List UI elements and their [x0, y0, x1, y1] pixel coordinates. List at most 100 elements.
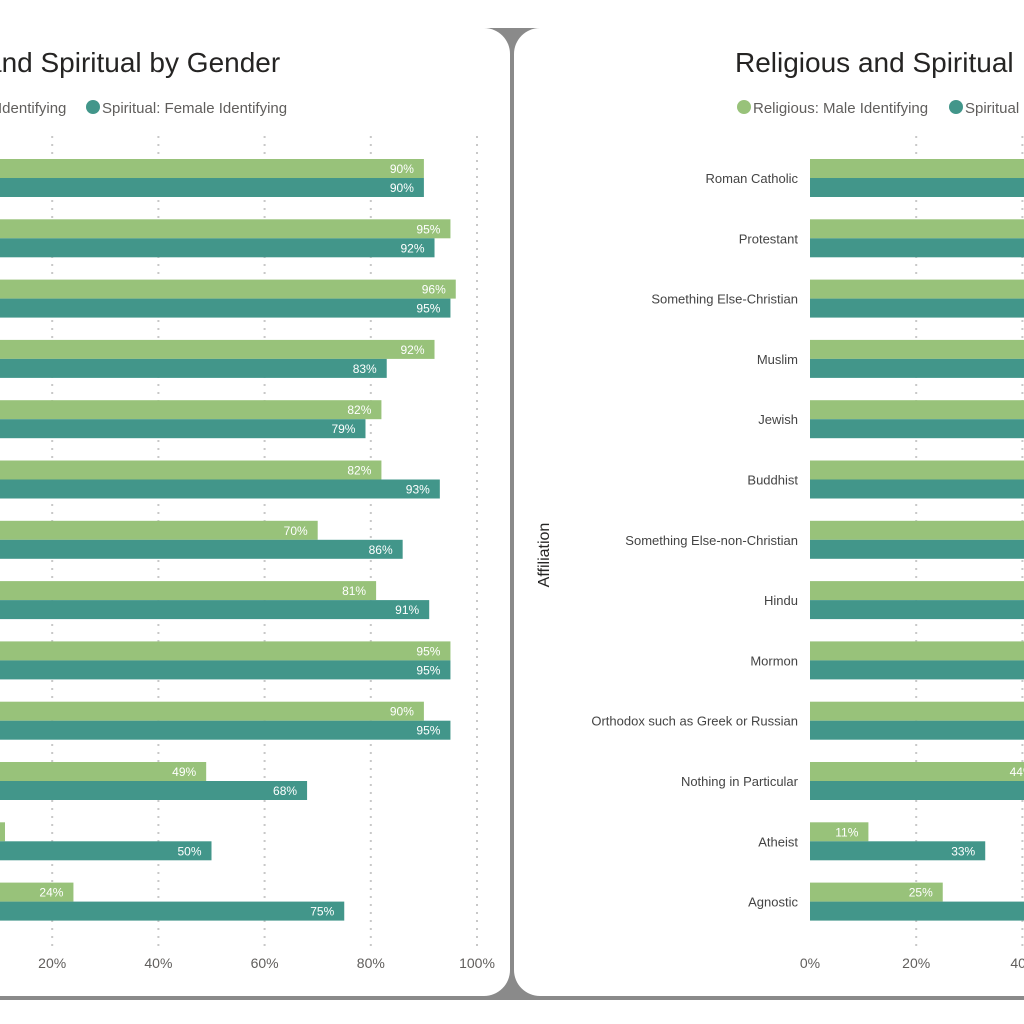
- right-value-label-religious: 44%: [1010, 765, 1024, 779]
- left-value-label-spiritual: 91%: [395, 603, 419, 617]
- left-bar-religious: [0, 701, 424, 721]
- left-value-label-religious: 95%: [416, 644, 440, 658]
- left-x-tick-label: 60%: [251, 955, 279, 971]
- left-bar-religious: [0, 520, 318, 540]
- left-x-tick-label: 40%: [144, 955, 172, 971]
- left-value-label-religious: 49%: [172, 765, 196, 779]
- right-legend-dot-religious: [737, 100, 751, 114]
- left-bar-religious: [0, 460, 382, 480]
- left-value-label-spiritual: 75%: [310, 905, 334, 919]
- right-value-label-religious: 25%: [909, 886, 933, 900]
- left-value-label-spiritual: 95%: [416, 302, 440, 316]
- right-legend-dot-spiritual: [949, 100, 963, 114]
- left-legend-label-religious: Identifying: [0, 100, 66, 117]
- right-category-label: Muslim: [757, 352, 798, 367]
- left-value-label-spiritual: 90%: [390, 181, 414, 195]
- left-bar-spiritual: [0, 539, 403, 559]
- left-bar-religious: [0, 400, 382, 420]
- left-value-label-religious: 90%: [390, 705, 414, 719]
- right-bar-religious: [810, 400, 1024, 420]
- right-category-label: Buddhist: [747, 473, 798, 488]
- right-bar-religious: [810, 882, 943, 902]
- right-bar-spiritual: [810, 841, 986, 861]
- right-y-axis-title: Affiliation: [536, 523, 553, 588]
- left-legend-label-spiritual: Spiritual: Female Identifying: [102, 100, 287, 117]
- left-value-label-spiritual: 68%: [273, 784, 297, 798]
- left-value-label-religious: 24%: [39, 886, 63, 900]
- right-legend: Religious: Male Identifying Spiritual: [737, 100, 1019, 117]
- left-value-label-religious: 96%: [422, 283, 446, 297]
- right-bar-religious: [810, 339, 1024, 359]
- right-legend-label-spiritual: Spiritual: [965, 100, 1019, 117]
- right-category-label: Nothing in Particular: [681, 774, 799, 789]
- right-x-tick-label: 20%: [902, 955, 930, 971]
- left-value-label-spiritual: 86%: [369, 543, 393, 557]
- left-bar-religious: [0, 762, 207, 781]
- left-bar-religious: [0, 219, 451, 239]
- right-category-label: Protestant: [739, 231, 799, 246]
- left-value-label-religious: 90%: [390, 162, 414, 176]
- left-bar-religious: [0, 581, 377, 601]
- left-bar-spiritual: [0, 841, 212, 861]
- left-value-label-spiritual: 83%: [353, 362, 377, 376]
- right-legend-label-religious: Religious: Male Identifying: [753, 100, 928, 117]
- right-category-label: Orthodox such as Greek or Russian: [591, 714, 798, 729]
- right-category-label: Jewish: [758, 412, 798, 427]
- left-value-label-spiritual: 92%: [400, 241, 424, 255]
- left-bar-spiritual: [0, 781, 308, 800]
- right-x-tick-label: 40: [1010, 955, 1024, 971]
- right-bar-spiritual: [810, 358, 1024, 378]
- left-legend: Identifying Spiritual: Female Identifyin…: [0, 100, 287, 117]
- right-category-label: Hindu: [764, 593, 798, 608]
- left-x-tick-label: 100%: [459, 955, 495, 971]
- left-x-tick-label: 80%: [357, 955, 385, 971]
- chart-panel-right: 44% 11% 33% 25% 0% 20% 40 Roman Catholic Prote…: [514, 28, 1024, 996]
- left-value-label-religious: 95%: [416, 222, 440, 236]
- left-bar-spiritual: [0, 238, 435, 258]
- right-bar-religious: [810, 460, 1024, 480]
- left-chart-title: and Spiritual by Gender: [0, 47, 280, 78]
- left-bar-spiritual: [0, 358, 387, 378]
- right-x-tick-label: 0%: [800, 955, 820, 971]
- right-bar-religious: [810, 822, 869, 842]
- left-value-label-spiritual: 50%: [177, 844, 201, 858]
- left-bar-spiritual: [0, 720, 451, 740]
- left-bar-spiritual: [0, 901, 345, 921]
- left-value-label-religious: 92%: [400, 343, 424, 357]
- right-category-label: Agnostic: [748, 895, 798, 910]
- right-chart-svg: 44% 11% 33% 25% 0% 20% 40 Roman Catholic Prote…: [536, 47, 1024, 971]
- right-bar-spiritual: [810, 479, 1024, 499]
- right-bar-spiritual: [810, 539, 1024, 559]
- right-bar-religious: [810, 641, 1024, 661]
- left-bar-spiritual: [0, 600, 430, 620]
- bottom-strip: [0, 1000, 1024, 1024]
- left-bar-religious: [0, 641, 451, 661]
- left-x-tick-label: 20%: [38, 955, 66, 971]
- right-bar-spiritual: [810, 781, 1024, 800]
- right-bar-spiritual: [810, 238, 1024, 258]
- left-bar-spiritual: [0, 178, 424, 197]
- right-bar-spiritual: [810, 901, 1024, 921]
- left-bar-religious: [0, 822, 5, 842]
- left-bar-religious: [0, 882, 74, 902]
- right-chart-title: Religious and Spiritual: [735, 47, 1014, 78]
- right-bar-religious: [810, 762, 1024, 781]
- right-bar-religious: [810, 520, 1024, 540]
- left-value-label-religious: 81%: [342, 584, 366, 598]
- left-value-label-religious: 82%: [347, 403, 371, 417]
- right-bar-spiritual: [810, 660, 1024, 680]
- right-bar-religious: [810, 581, 1024, 601]
- right-bar-religious: [810, 159, 1024, 178]
- right-bar-spiritual: [810, 419, 1024, 439]
- left-bar-spiritual: [0, 479, 440, 499]
- top-strip: [0, 0, 1024, 28]
- left-bar-religious: [0, 159, 424, 178]
- right-bar-spiritual: [810, 298, 1024, 318]
- left-value-label-spiritual: 79%: [331, 422, 355, 436]
- chart-panel-left: 90% 90% 95% 92% 96% 95% 92% 83% 82% 79% 82% 93% 70% 8…: [0, 28, 510, 996]
- right-bar-religious: [810, 701, 1024, 721]
- right-category-label: Atheist: [758, 834, 798, 849]
- left-legend-dot-spiritual: [86, 100, 100, 114]
- left-bar-spiritual: [0, 660, 451, 680]
- left-value-label-religious: 82%: [347, 464, 371, 478]
